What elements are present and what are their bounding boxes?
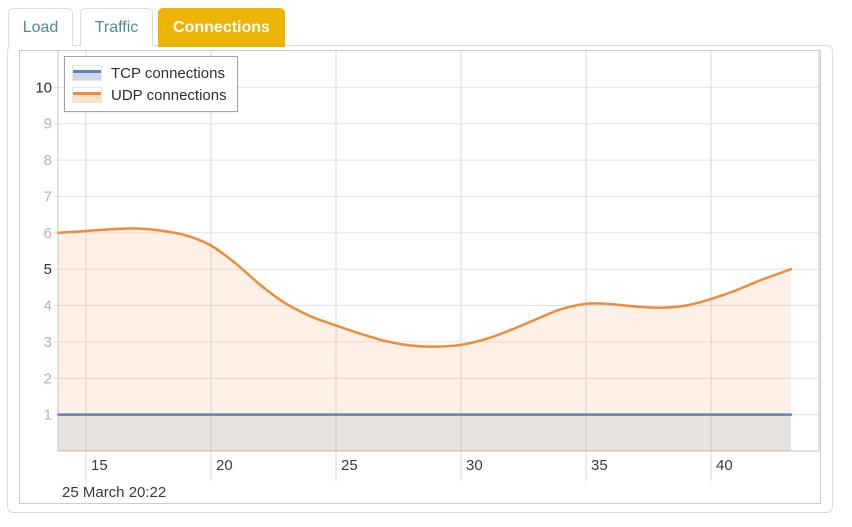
- chart-panel: 1 2 3 4 5 6 7 8 9 10 15 20 25 30 35 40: [7, 45, 833, 513]
- x-tick-label: 25: [341, 457, 358, 474]
- legend-item-udp: UDP connections: [72, 84, 227, 106]
- series-fill-udp: [58, 228, 791, 451]
- chart-svg: 1 2 3 4 5 6 7 8 9 10 15 20 25 30 35 40: [35, 51, 820, 481]
- y-tick-label: 2: [44, 370, 52, 387]
- series-fill-tcp: [58, 414, 791, 451]
- chart-timestamp: 25 March 20:22: [62, 484, 167, 501]
- plot-border: [57, 51, 820, 452]
- tab-traffic[interactable]: Traffic: [80, 8, 153, 46]
- x-gridlines: [85, 51, 712, 481]
- y-tick-label: 5: [44, 261, 52, 278]
- series-lines: [57, 227, 793, 416]
- y-tick-label: 4: [44, 298, 52, 315]
- tcp-legend-swatch-icon: [72, 65, 102, 81]
- x-tick-labels: 15 20 25 30 35 40: [91, 457, 733, 474]
- legend-label-tcp: TCP connections: [111, 64, 225, 82]
- x-tick-label: 20: [216, 457, 233, 474]
- tab-load[interactable]: Load: [8, 8, 73, 46]
- y-tick-label: 9: [44, 116, 52, 133]
- y-tick-label: 10: [35, 79, 52, 96]
- x-tick-label: 40: [716, 457, 733, 474]
- y-tick-label: 3: [44, 334, 52, 351]
- x-tick-label: 30: [466, 457, 483, 474]
- y-tick-label: 1: [44, 407, 52, 424]
- y-tick-labels: 1 2 3 4 5 6 7 8 9 10: [35, 79, 52, 423]
- y-tick-label: 7: [44, 189, 52, 206]
- udp-legend-swatch-icon: [72, 87, 102, 103]
- y-gridlines: [54, 86, 819, 416]
- x-tick-label: 35: [591, 457, 608, 474]
- tab-bar: Load Traffic Connections: [0, 0, 852, 47]
- chart-container: 1 2 3 4 5 6 7 8 9 10 15 20 25 30 35 40: [19, 50, 821, 504]
- chart-legend: TCP connections UDP connections: [64, 56, 238, 112]
- series-fills: [58, 228, 791, 451]
- x-tick-label: 15: [91, 457, 108, 474]
- y-tick-label: 8: [44, 152, 52, 169]
- tab-connections[interactable]: Connections: [158, 8, 285, 47]
- series-line-udp: [57, 227, 793, 348]
- legend-item-tcp: TCP connections: [72, 62, 227, 84]
- y-tick-label: 6: [44, 225, 52, 242]
- legend-label-udp: UDP connections: [111, 86, 227, 104]
